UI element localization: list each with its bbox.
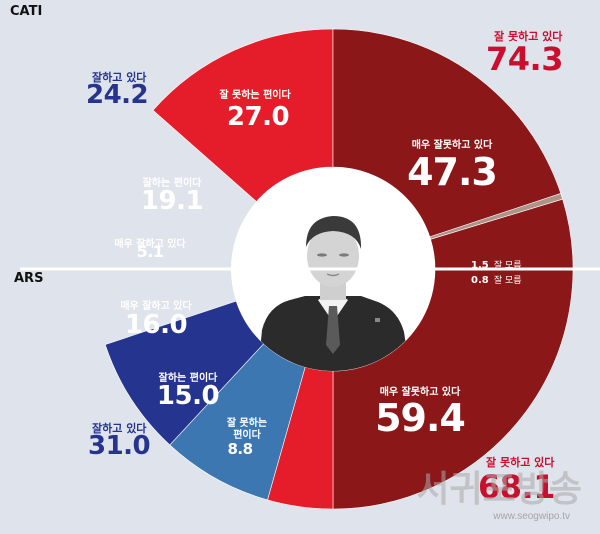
ars-very-negative-label: 매우 잘못하고 있다 <box>379 387 461 398</box>
cati-dont-know-text: 잘 모름 <box>493 261 522 271</box>
cati-positive-total-value: 24.2 <box>86 80 149 110</box>
ars-positive-value: 15.0 <box>156 381 220 411</box>
cati-very-negative-label: 매우 잘못하고 있다 <box>411 140 493 151</box>
watermark-logo: 서귀포방송 <box>416 468 582 509</box>
ars-very-positive-value: 16.0 <box>124 310 188 340</box>
cati-very-negative-value: 47.3 <box>407 150 498 194</box>
ars-very-positive-label: 매우 잘하고 있다 <box>120 301 192 312</box>
ars-negative-label-line2: 편이다 <box>233 430 261 441</box>
cati-positive-value: 19.1 <box>140 186 204 216</box>
cati-dont-know-label: 1.5 잘 모름 <box>471 253 522 272</box>
ars-negative-label-line1: 잘 못하는 <box>226 418 268 429</box>
ars-positive-total-value: 31.0 <box>88 431 151 461</box>
cati-very-positive-value: 5.1 <box>136 242 164 261</box>
cati-positive-total-label: 잘하고 있다 <box>92 71 147 84</box>
portrait-photo <box>258 216 410 371</box>
ars-dont-know-text: 잘 모름 <box>493 276 522 286</box>
cati-section-title: CATI <box>10 4 43 19</box>
ars-very-negative-value: 59.4 <box>375 396 466 440</box>
cati-negative-value: 27.0 <box>226 102 290 132</box>
ars-negative-total-label: 잘 못하고 있다 <box>486 456 555 469</box>
cati-very-positive-label: 매우 잘하고 있다 <box>114 239 186 250</box>
ars-negative-total-value: 68.1 <box>478 468 555 506</box>
ars-positive-total-label: 잘하고 있다 <box>92 422 147 435</box>
ars-negative-value: 8.8 <box>227 440 253 458</box>
cati-positive-label: 잘하는 편이다 <box>142 178 202 189</box>
watermark-url: www.seogwipo.tv <box>493 511 570 522</box>
ars-positive-label: 잘하는 편이다 <box>158 373 218 384</box>
cati-negative-total-value: 74.3 <box>486 40 563 78</box>
cati-dont-know-value: 1.5 <box>471 260 489 271</box>
ars-dont-know-value: 0.8 <box>471 275 489 286</box>
ars-section-title: ARS <box>14 271 44 286</box>
ars-dont-know-label: 0.8 잘 모름 <box>471 268 522 287</box>
cati-negative-total-label: 잘 못하고 있다 <box>494 30 563 43</box>
cati-negative-label: 잘 못하는 편이다 <box>219 90 291 101</box>
